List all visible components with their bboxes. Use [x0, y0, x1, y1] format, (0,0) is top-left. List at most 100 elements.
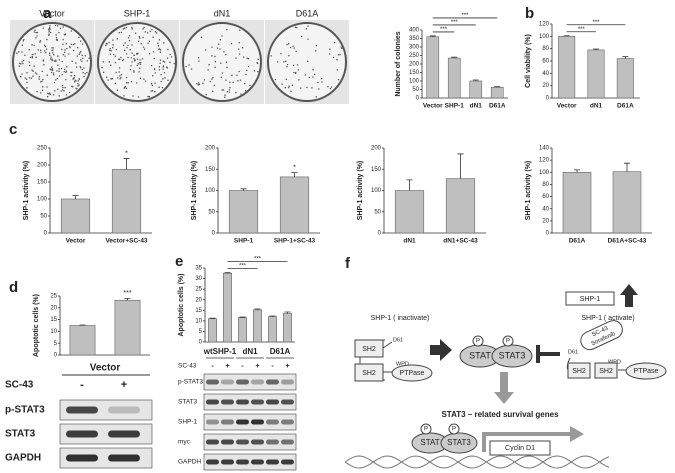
y-axis-label: Apoptotic cells (%)	[178, 273, 185, 336]
y-tick-label: 300	[409, 45, 420, 51]
y-tick-label: 30	[195, 276, 202, 282]
sh2-box	[354, 339, 384, 358]
stat3-protein	[491, 344, 533, 368]
y-tick-label: 40	[542, 71, 549, 77]
treatment-label: -	[80, 379, 84, 391]
x-tick-label: Vector	[66, 238, 86, 245]
y-tick-label: 0	[199, 340, 203, 346]
panel-label: c	[9, 121, 17, 138]
sh2-box	[567, 362, 591, 379]
drug-capsule	[580, 320, 623, 351]
treatment-label: -	[241, 363, 244, 370]
y-axis-label: Apoptotic cells (%)	[33, 294, 40, 357]
bar	[447, 57, 461, 99]
wpd-label: WPD	[396, 361, 409, 367]
y-tick-label: 100	[409, 79, 420, 85]
y-tick-label: 120	[539, 158, 550, 164]
blot-strip	[203, 373, 297, 391]
error-bar	[429, 35, 436, 37]
sig-label: ***	[592, 20, 600, 26]
ptpase-domain	[391, 364, 433, 382]
y-axis-label: SHP-1 activity (%)	[357, 161, 364, 221]
d61-line	[382, 341, 393, 349]
band	[236, 419, 249, 425]
y-tick-label: 0	[546, 96, 550, 102]
x-tick-label: SHP-1	[445, 103, 465, 110]
bar	[69, 325, 96, 356]
band	[266, 439, 279, 445]
bar	[267, 316, 277, 343]
band	[108, 430, 140, 438]
phospho-label: P	[506, 339, 510, 345]
band	[266, 399, 279, 405]
bar	[558, 36, 576, 99]
error-bar	[124, 297, 131, 301]
blot-strip	[203, 413, 297, 431]
y-tick-label: 60	[542, 59, 549, 65]
band	[251, 439, 264, 445]
x-tick-label: D61A	[569, 238, 586, 245]
y-tick-label: 50	[40, 214, 47, 220]
y-tick-label: 0	[212, 231, 216, 237]
y-tick-label: 200	[205, 146, 216, 152]
blot-strip	[59, 447, 153, 469]
dish-label: SHP-1	[124, 8, 151, 18]
blot-strip	[59, 423, 153, 445]
x-tick-label: dN1	[590, 103, 603, 110]
stat-label: STAT	[420, 438, 439, 447]
row-label: SHP-1	[178, 419, 198, 426]
band	[206, 379, 219, 385]
ptpase-label: PTPase	[400, 370, 425, 377]
treatment-label: +	[225, 363, 229, 370]
stat3-label: STAT3	[499, 350, 526, 360]
panel-label: a	[43, 5, 52, 22]
y-tick-label: 35	[195, 266, 202, 272]
y-tick-label: 5	[199, 329, 203, 335]
group-label: wtSHP-1	[203, 347, 237, 356]
y-tick-label: 60	[542, 194, 549, 200]
blot-strip	[203, 433, 297, 451]
band	[236, 439, 249, 445]
band	[236, 459, 249, 465]
active-title: SHP-1 ( activate)	[581, 315, 634, 322]
error-bar	[574, 169, 580, 173]
bar	[394, 190, 425, 234]
y-tick-label: 0	[416, 96, 420, 102]
band	[281, 399, 294, 405]
colonies	[16, 24, 90, 98]
y-tick-label: 20	[542, 83, 549, 89]
band	[251, 459, 264, 465]
y-tick-label: 20	[50, 305, 57, 311]
bar	[612, 171, 642, 234]
error-bar	[209, 317, 216, 319]
y-tick-label: 20	[542, 218, 549, 224]
y-tick-label: 250	[37, 146, 48, 152]
bar	[562, 171, 592, 234]
error-bar	[624, 162, 630, 172]
band	[66, 430, 98, 438]
sig-label: ***	[461, 13, 469, 19]
y-tick-label: 250	[409, 53, 420, 59]
band	[236, 379, 249, 385]
error-bar	[123, 158, 130, 170]
y-tick-label: 200	[37, 163, 48, 169]
band	[66, 406, 98, 414]
sh2-label: SH2	[362, 346, 376, 353]
y-tick-label: 0	[546, 231, 550, 237]
treatment-label: -	[211, 363, 214, 370]
x-tick-label: D61A	[489, 103, 506, 110]
bar	[208, 318, 218, 343]
up-arrow	[620, 284, 638, 307]
y-tick-label: 25	[195, 287, 202, 293]
y-tick-label: 20	[195, 297, 202, 303]
y-tick-label: 25	[50, 294, 57, 300]
row-label: STAT3	[178, 399, 198, 406]
panel-label: d	[9, 279, 18, 296]
panel-label: b	[525, 5, 534, 22]
y-tick-label: 400	[409, 28, 420, 34]
band	[281, 439, 294, 445]
bar	[279, 176, 310, 234]
transcription-arrow	[482, 426, 584, 452]
error-bar	[451, 56, 458, 59]
